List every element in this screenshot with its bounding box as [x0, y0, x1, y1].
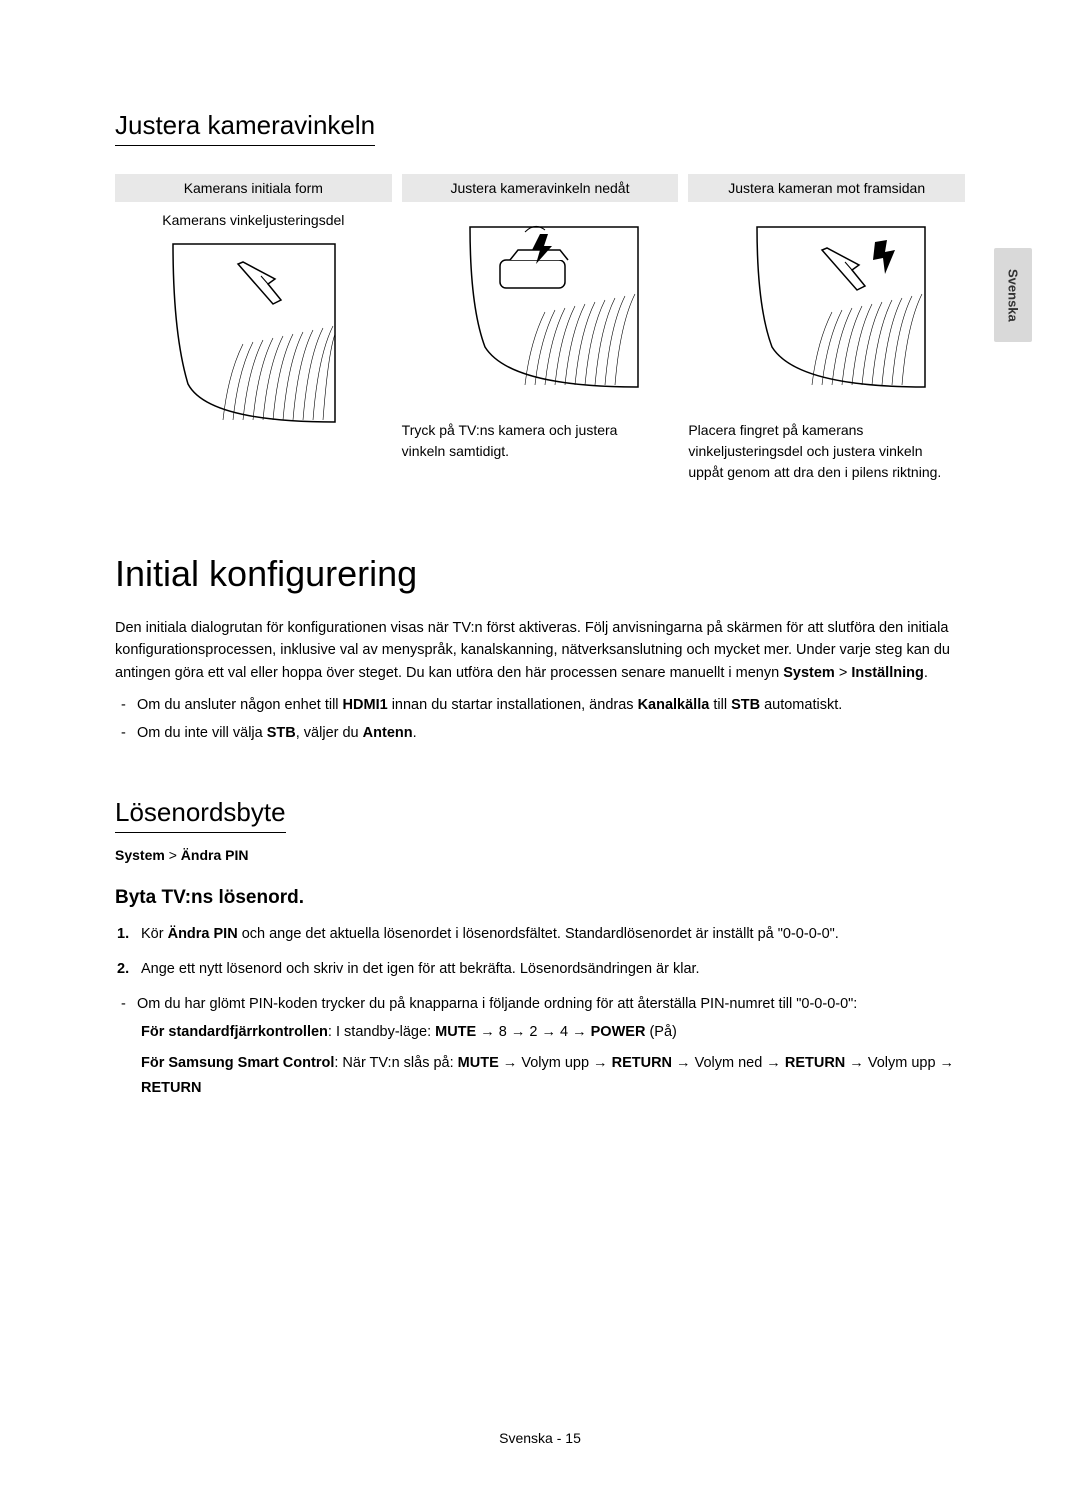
col3-caption: Placera fingret på kamerans vinkeljuster…: [688, 420, 965, 483]
reset-bullet: Om du har glömt PIN-koden trycker du på …: [115, 993, 965, 1016]
col1-sublabel: Kamerans vinkeljusteringsdel: [115, 212, 392, 228]
col2-caption: Tryck på TV:ns kamera och justera vinkel…: [402, 420, 679, 462]
col3-header: Justera kameran mot framsidan: [688, 174, 965, 202]
diagram-tilt-front: [688, 212, 965, 402]
speaker-diagram-1-icon: [163, 234, 343, 424]
camera-diagram-row: Kamerans initiala form Kamerans vinkelju…: [115, 174, 965, 483]
page-content: Justera kameravinkeln Kamerans initiala …: [0, 0, 1080, 1100]
camera-col-1: Kamerans initiala form Kamerans vinkelju…: [115, 174, 392, 483]
main-title: Initial konfigurering: [115, 553, 965, 595]
page-footer: Svenska - 15: [0, 1430, 1080, 1446]
step-1: Kör Ändra PIN och ange det aktuella löse…: [115, 923, 965, 946]
password-section-title: Lösenordsbyte: [115, 797, 286, 833]
change-password-heading: Byta TV:ns lösenord.: [115, 887, 965, 909]
password-steps: Kör Ändra PIN och ange det aktuella löse…: [115, 923, 965, 981]
section-title-camera: Justera kameravinkeln: [115, 110, 375, 146]
bullet-stb: Om du inte vill välja STB, väljer du Ant…: [115, 722, 965, 745]
intro-bullets: Om du ansluter någon enhet till HDMI1 in…: [115, 694, 965, 744]
reset-intro: Om du har glömt PIN-koden trycker du på …: [115, 993, 965, 1016]
diagram-tilt-down: [402, 212, 679, 402]
bullet-hdmi: Om du ansluter någon enhet till HDMI1 in…: [115, 694, 965, 717]
menu-breadcrumb: System > Ändra PIN: [115, 847, 965, 863]
reset-standard-remote: För standardfjärrkontrollen: I standby-l…: [115, 1020, 965, 1045]
col2-header: Justera kameravinkeln nedåt: [402, 174, 679, 202]
diagram-initial-form: [115, 234, 392, 424]
intro-paragraph: Den initiala dialogrutan för konfigurati…: [115, 617, 965, 684]
reset-smart-control: För Samsung Smart Control: När TV:n slås…: [115, 1051, 965, 1100]
speaker-diagram-2-icon: [440, 212, 640, 402]
step-2: Ange ett nytt lösenord och skriv in det …: [115, 958, 965, 981]
camera-col-3: Justera kameran mot framsidan P: [688, 174, 965, 483]
speaker-diagram-3-icon: [727, 212, 927, 402]
col1-header: Kamerans initiala form: [115, 174, 392, 202]
camera-col-2: Justera kameravinkeln nedåt: [402, 174, 679, 483]
